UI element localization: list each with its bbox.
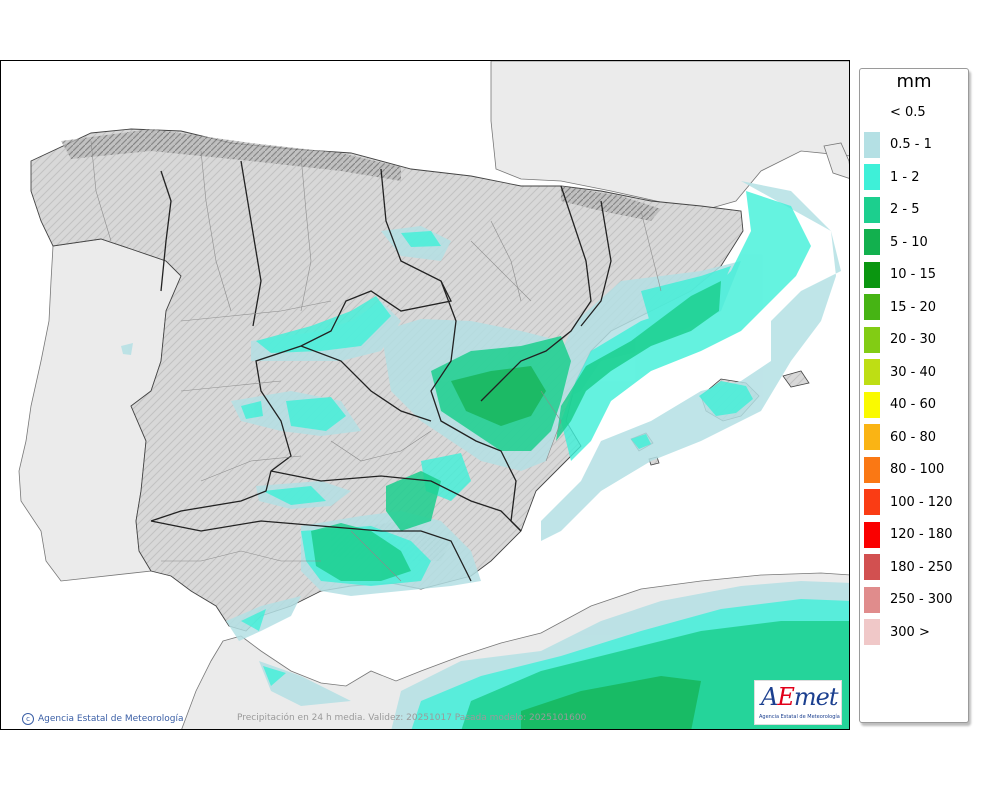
legend-item: 60 - 80	[864, 424, 936, 450]
corsica-land	[823, 142, 849, 179]
precipitation-legend: mm < 0.5 0.5 - 1 1 - 2 2 - 5 5 - 10 10 - 15 15…	[859, 68, 969, 723]
cantabrian-relief	[61, 129, 401, 181]
legend-swatch	[864, 229, 880, 255]
legend-item: 300 >	[864, 619, 930, 645]
legend-swatch	[864, 359, 880, 385]
legend-unit: mm	[896, 71, 932, 92]
legend-label: 5 - 10	[890, 234, 928, 250]
provincial-borders	[90, 140, 662, 582]
legend-item: 0.5 - 1	[864, 131, 932, 158]
legend-swatch	[864, 131, 880, 158]
legend-swatch	[864, 619, 880, 645]
precip-layer-dark-green	[451, 366, 701, 729]
credit-text: Agencia Estatal de Meteorología	[38, 714, 184, 724]
legend-swatch	[864, 261, 880, 288]
legend-label: 120 - 180	[890, 527, 953, 542]
legend-label: 10 - 15	[890, 267, 937, 282]
legend-item: 30 - 40	[864, 359, 936, 385]
legend-swatch	[864, 164, 880, 190]
legend-swatch	[864, 521, 880, 548]
legend-swatch	[864, 424, 880, 450]
legend-label: < 0.5	[890, 104, 926, 120]
legend-item: 15 - 20	[864, 294, 936, 320]
legend-item: 120 - 180	[864, 521, 953, 548]
legend-item: 40 - 60	[864, 391, 937, 418]
legend-swatch	[864, 326, 880, 353]
logo-wordmark: AEmet	[761, 683, 838, 711]
copyright-icon: c	[22, 713, 34, 725]
legend-item: 250 - 300	[864, 586, 953, 613]
legend-label: 80 - 100	[890, 462, 945, 477]
pyrenees-relief	[561, 186, 661, 221]
legend-item: 1 - 2	[864, 164, 920, 190]
aemet-credit: c Agencia Estatal de Meteorología	[22, 713, 184, 725]
legend-swatch	[864, 554, 880, 580]
legend-item: 100 - 120	[864, 489, 953, 515]
legend-label: 20 - 30	[890, 332, 937, 347]
aemet-logo: AEmet Agencia Estatal de Meteorología	[754, 680, 842, 725]
legend-label: 40 - 60	[890, 397, 937, 412]
legend-swatch	[864, 196, 880, 223]
legend-item: 20 - 30	[864, 326, 937, 353]
legend-label: 1 - 2	[890, 169, 920, 185]
legend-swatch	[864, 489, 880, 515]
legend-label: 60 - 80	[890, 429, 937, 445]
map-caption: Precipitación en 24 h media. Validez: 20…	[237, 713, 587, 723]
legend-label: 180 - 250	[890, 559, 953, 575]
menorca-land	[782, 370, 810, 388]
legend-label: 30 - 40	[890, 364, 937, 380]
legend-swatch	[864, 99, 880, 125]
legend-label: 0.5 - 1	[890, 137, 932, 152]
logo-subtitle: Agencia Estatal de Meteorología	[759, 714, 840, 720]
legend-label: 100 - 120	[890, 494, 953, 510]
legend-swatch	[864, 294, 880, 320]
legend-label: 250 - 300	[890, 592, 953, 607]
regional-borders	[150, 160, 612, 582]
legend-swatch	[864, 391, 880, 418]
legend-item: 10 - 15	[864, 261, 937, 288]
legend-label: 2 - 5	[890, 202, 920, 217]
legend-item: 5 - 10	[864, 229, 928, 255]
legend-item: 180 - 250	[864, 554, 953, 580]
legend-swatch	[864, 456, 880, 483]
legend-label: 15 - 20	[890, 299, 937, 315]
legend-label: 300 >	[890, 624, 930, 640]
legend-item: < 0.5	[864, 99, 926, 125]
precipitation-map[interactable]	[0, 60, 850, 730]
legend-swatch	[864, 586, 880, 613]
legend-item: 80 - 100	[864, 456, 945, 483]
legend-item: 2 - 5	[864, 196, 920, 223]
